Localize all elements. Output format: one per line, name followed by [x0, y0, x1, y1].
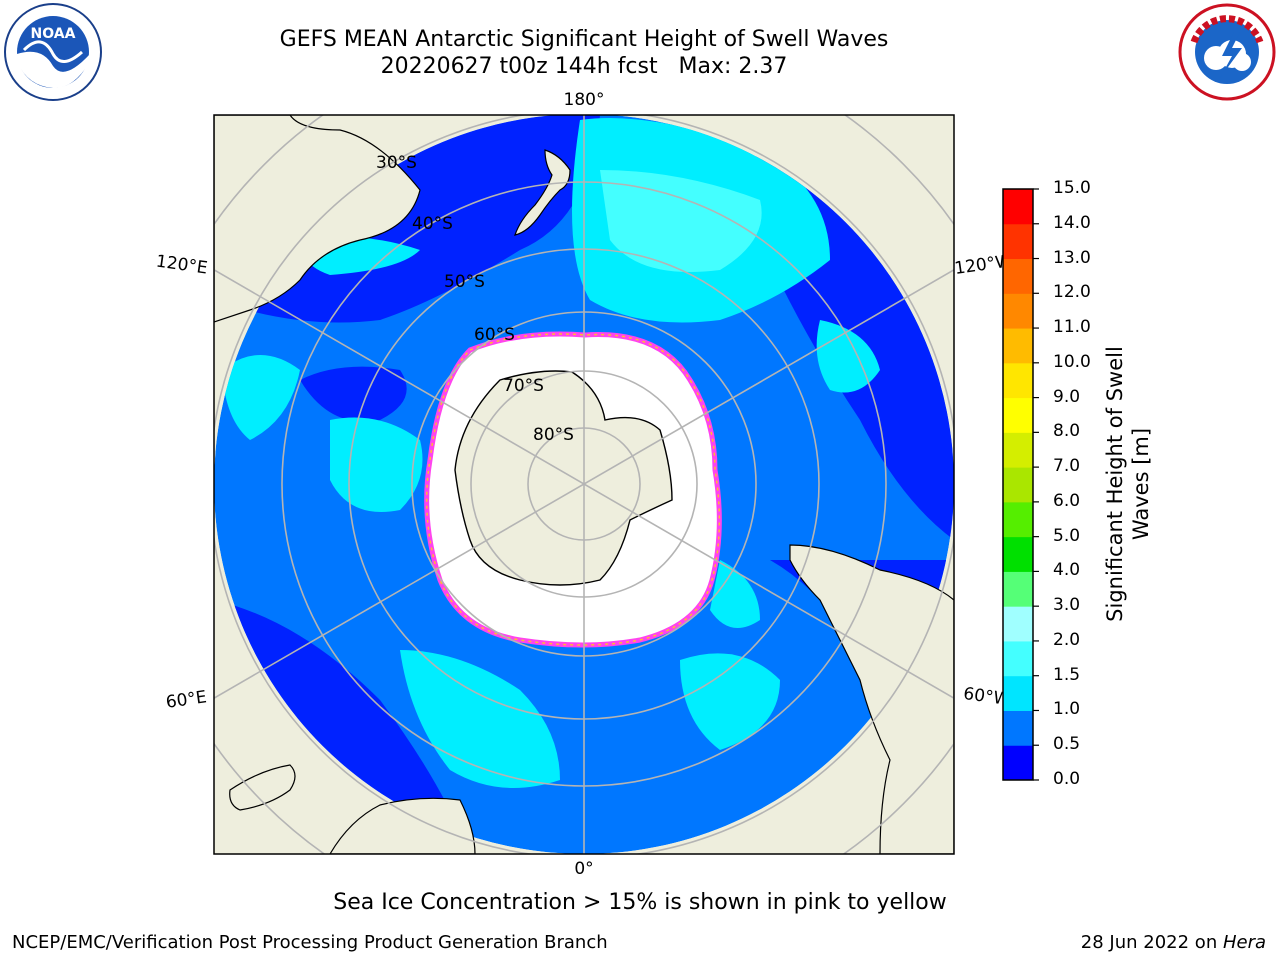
noaa-logo-icon: NOAA	[4, 3, 102, 101]
colorbar-tick-label: 6.0	[1053, 490, 1081, 511]
colorbar-segment	[1003, 223, 1033, 260]
colorbar-segment	[1003, 293, 1033, 329]
svg-text:NOAA: NOAA	[31, 26, 76, 42]
colorbar-title-line-1: Significant Height of Swell	[1103, 346, 1127, 622]
colorbar-tick-label: 12.0	[1053, 282, 1091, 303]
lat-label-70: 70°S	[503, 376, 544, 396]
lat-label-50: 50°S	[444, 272, 485, 292]
colorbar-tick-label: 9.0	[1053, 386, 1081, 407]
colorbar-tick-label: 2.0	[1053, 629, 1081, 650]
colorbar-tick-label: 1.0	[1053, 699, 1081, 720]
colorbar-segment	[1003, 710, 1033, 746]
lat-label-30: 30°S	[376, 153, 417, 173]
colorbar-tick-label: 0.5	[1053, 734, 1081, 755]
colorbar-title-line-2: Waves [m]	[1129, 427, 1153, 541]
colorbar-segment	[1003, 467, 1033, 503]
antarctica-landmass	[454, 370, 673, 586]
colorbar	[1002, 188, 1039, 781]
africa-landmass	[329, 797, 476, 854]
colorbar-segment	[1003, 362, 1033, 399]
colorbar-segment	[1003, 571, 1033, 607]
madagascar-landmass	[229, 764, 296, 811]
colorbar-tick-label: 8.0	[1053, 421, 1081, 442]
colorbar-tick-label: 3.0	[1053, 595, 1081, 616]
colorbar-segment	[1003, 189, 1033, 225]
colorbar-segment	[1003, 536, 1033, 572]
lat-label-40: 40°S	[412, 214, 453, 234]
lon-label-60e: 60°E	[165, 687, 208, 712]
colorbar-segment	[1003, 501, 1033, 538]
colorbar-tick-label: 1.5	[1053, 664, 1081, 685]
credit-host: Hera	[1222, 932, 1266, 953]
lon-label-180: 180°	[564, 90, 605, 110]
lon-label-120e: 120°E	[155, 252, 209, 279]
colorbar-tick-label: 10.0	[1053, 351, 1091, 372]
title-line-2: 20220627 t00z 144h fcst Max: 2.37	[380, 54, 788, 79]
lat-label-60: 60°S	[474, 325, 515, 345]
title-line-1: GEFS MEAN Antarctic Significant Height o…	[279, 27, 889, 52]
colorbar-segment	[1003, 640, 1033, 677]
map-frame	[213, 114, 955, 855]
colorbar-segment	[1003, 397, 1033, 433]
colorbar-segment	[1003, 432, 1033, 468]
nws-logo-icon	[1178, 3, 1276, 101]
colorbar-tick-label: 5.0	[1053, 525, 1081, 546]
latitude-labels: 30°S 40°S 50°S 60°S 70°S 80°S	[376, 153, 574, 445]
colorbar-tick-label: 13.0	[1053, 247, 1091, 268]
credit-date: 28 Jun 2022 on	[1080, 932, 1223, 953]
lon-label-0: 0°	[574, 859, 593, 879]
credit-left: NCEP/EMC/Verification Post Processing Pr…	[12, 932, 608, 953]
colorbar-segment	[1003, 745, 1033, 781]
colorbar-frame	[1002, 188, 1034, 781]
colorbar-segment	[1003, 328, 1033, 364]
colorbar-tick-label: 0.0	[1053, 769, 1081, 789]
australia-landmass	[214, 115, 421, 323]
colorbar-tick-label: 4.0	[1053, 560, 1081, 581]
south-america-landmass	[789, 544, 954, 854]
colorbar-tick-label: 11.0	[1053, 317, 1091, 338]
new-zealand-landmass	[514, 149, 571, 236]
colorbar-segment	[1003, 675, 1033, 711]
colorbar-segment	[1003, 258, 1033, 294]
credit-right: 28 Jun 2022 on Hera	[1081, 932, 1266, 953]
colorbar-title: Significant Height of Swell Waves [m]	[1102, 324, 1154, 644]
graticule	[214, 115, 954, 854]
colorbar-segment	[1003, 606, 1033, 642]
colorbar-tick-label: 15.0	[1053, 178, 1091, 198]
sea-ice-caption: Sea Ice Concentration > 15% is shown in …	[333, 890, 947, 915]
map-title: GEFS MEAN Antarctic Significant Height o…	[0, 26, 1168, 80]
colorbar-tick-label: 7.0	[1053, 456, 1081, 477]
lat-label-80: 80°S	[533, 425, 574, 445]
colorbar-tick-label: 14.0	[1053, 212, 1091, 233]
